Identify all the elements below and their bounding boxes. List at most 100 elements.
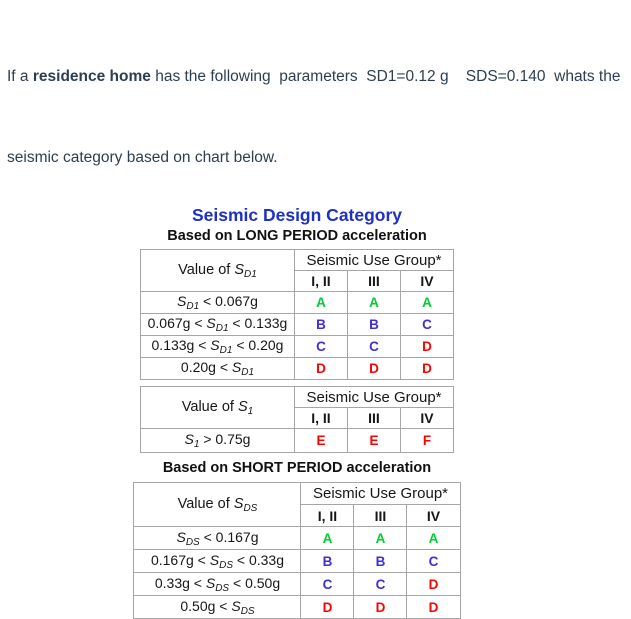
seismic-use-group-header: Seismic Use Group* [300, 482, 461, 505]
group-col-iii: III [346, 407, 401, 429]
category-cell: A [346, 291, 401, 314]
s-subscript: DS [243, 502, 258, 514]
s-subscript: DS [215, 582, 230, 594]
category-cell: D [293, 357, 348, 380]
category-cell: D [399, 335, 455, 358]
category-cell: B [300, 549, 355, 573]
s-subscript: D1 [244, 268, 257, 280]
short-period-heading: Based on SHORT PERIOD acceleration [162, 460, 432, 476]
row-condition: 0.167g < SDS < 0.33g [133, 549, 302, 573]
value-header-text: Value of [181, 398, 238, 415]
s-symbol: S [205, 574, 216, 591]
s-symbol: S [206, 315, 216, 331]
s-symbol: S [233, 495, 244, 512]
table-row: S1 > 0.75g E E F [139, 428, 455, 453]
category-cell: A [353, 526, 408, 550]
row-condition: S1 > 0.75g [139, 428, 295, 453]
group-col-iv: IV [406, 504, 461, 527]
category-cell: E [346, 428, 401, 453]
s-subscript: 1 [193, 439, 200, 450]
seismic-use-group-header: Seismic Use Group* [293, 249, 455, 271]
group-col-iv: IV [399, 270, 455, 292]
s-subscript: DS [240, 605, 255, 617]
category-cell: B [346, 313, 401, 336]
category-cell: C [346, 335, 401, 358]
s-subscript: DS [219, 559, 233, 571]
category-cell: C [300, 572, 355, 596]
chart-title: Seismic Design Category [191, 205, 403, 225]
category-cell: D [406, 572, 461, 596]
table-row: 0.20g < SD1 D D D [139, 357, 455, 380]
category-cell: C [293, 335, 348, 358]
s1-table: Value of S1 Seismic Use Group* I, II III… [139, 386, 455, 453]
seismic-use-group-header: Seismic Use Group* [293, 386, 455, 408]
category-cell: A [300, 526, 355, 550]
category-cell: D [406, 595, 461, 619]
s-subscript: D1 [186, 301, 200, 312]
s-symbol: S [237, 398, 248, 415]
s-subscript: DS [185, 536, 200, 548]
group-col-iii: III [346, 270, 401, 292]
group-col-i-ii: I, II [293, 270, 348, 292]
seismic-chart: Seismic Design Category Based on LONG PE… [126, 204, 468, 619]
s-subscript: D1 [241, 367, 255, 378]
table-row: SD1 < 0.067g A A A [139, 291, 455, 314]
row-condition: SDS < 0.167g [133, 526, 302, 550]
s-symbol: S [177, 293, 187, 309]
category-cell: D [353, 595, 408, 619]
value-header-text: Value of [177, 495, 234, 512]
group-col-i-ii: I, II [293, 407, 348, 429]
category-cell: D [346, 357, 401, 380]
question-text: If a residence home has the following pa… [7, 9, 631, 198]
row-condition: 0.067g < SD1 < 0.133g [139, 313, 295, 336]
value-of-sd1-header: Value of SD1 [139, 249, 295, 292]
category-cell: C [399, 313, 455, 336]
value-header-text: Value of [178, 261, 235, 278]
category-cell: B [353, 549, 408, 573]
s-subscript: D1 [215, 323, 229, 334]
question-prefix: If a [7, 68, 33, 85]
short-period-table: Value of SDS Seismic Use Group* I, II II… [133, 482, 461, 619]
s-symbol: S [231, 359, 242, 375]
question-line-2: seismic category based on chart below. [7, 149, 278, 166]
category-cell: B [293, 313, 348, 336]
table-row: 0.167g < SDS < 0.33g B B C [133, 549, 461, 573]
table-row: 0.33g < SDS < 0.50g C C D [133, 572, 461, 596]
group-col-iii: III [353, 504, 408, 527]
category-cell: C [353, 572, 408, 596]
table-row: 0.067g < SD1 < 0.133g B B C [139, 313, 455, 336]
s-subscript: D1 [219, 345, 233, 356]
category-cell: C [406, 549, 461, 573]
category-cell: D [399, 357, 455, 380]
s-symbol: S [209, 551, 220, 568]
s-symbol: S [184, 431, 194, 447]
category-cell: A [293, 291, 348, 314]
category-cell: F [399, 428, 455, 453]
question-bold-term: residence home [32, 68, 151, 85]
category-cell: E [293, 428, 348, 453]
category-cell: A [399, 291, 455, 314]
long-period-table: Value of SD1 Seismic Use Group* I, II II… [139, 249, 455, 380]
question-parameters: has the following parameters SD1=0.12 g … [150, 68, 621, 85]
s-symbol: S [234, 261, 244, 278]
category-cell: A [406, 526, 461, 550]
group-col-iv: IV [399, 407, 455, 429]
group-col-i-ii: I, II [300, 504, 355, 527]
row-condition: 0.33g < SDS < 0.50g [133, 572, 302, 596]
s-symbol: S [210, 337, 220, 353]
long-period-heading: Based on LONG PERIOD acceleration [167, 228, 427, 244]
category-cell: D [300, 595, 355, 619]
value-of-sds-header: Value of SDS [133, 482, 302, 527]
row-condition: 0.133g < SD1 < 0.20g [139, 335, 295, 358]
question-line-1: If a residence home has the following pa… [7, 63, 631, 90]
row-condition: 0.20g < SD1 [139, 357, 295, 380]
row-condition: SD1 < 0.067g [139, 291, 295, 314]
row-condition: 0.50g < SDS [133, 595, 302, 619]
table-row: 0.50g < SDS D D D [133, 595, 461, 619]
s-symbol: S [176, 528, 186, 545]
s-subscript: 1 [247, 405, 254, 417]
table-row: 0.133g < SD1 < 0.20g C C D [139, 335, 455, 358]
value-of-s1-header: Value of S1 [139, 386, 295, 429]
table-row: SDS < 0.167g A A A [133, 526, 461, 550]
s-symbol: S [231, 597, 241, 614]
